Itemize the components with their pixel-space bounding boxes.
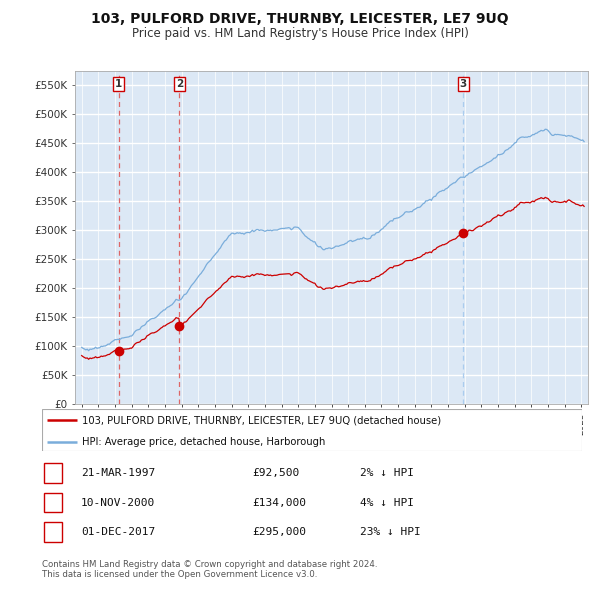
Text: 103, PULFORD DRIVE, THURNBY, LEICESTER, LE7 9UQ: 103, PULFORD DRIVE, THURNBY, LEICESTER, … <box>91 12 509 26</box>
Text: 10-NOV-2000: 10-NOV-2000 <box>81 498 155 507</box>
Text: 23% ↓ HPI: 23% ↓ HPI <box>360 527 421 537</box>
Text: 2: 2 <box>176 79 183 89</box>
Text: 2: 2 <box>50 498 57 507</box>
Text: £134,000: £134,000 <box>252 498 306 507</box>
Text: 3: 3 <box>50 527 57 537</box>
Text: 21-MAR-1997: 21-MAR-1997 <box>81 468 155 478</box>
Text: 01-DEC-2017: 01-DEC-2017 <box>81 527 155 537</box>
Text: HPI: Average price, detached house, Harborough: HPI: Average price, detached house, Harb… <box>83 437 326 447</box>
FancyBboxPatch shape <box>42 409 582 451</box>
Text: 1: 1 <box>115 79 122 89</box>
Text: 2% ↓ HPI: 2% ↓ HPI <box>360 468 414 478</box>
Text: 3: 3 <box>460 79 467 89</box>
Text: 103, PULFORD DRIVE, THURNBY, LEICESTER, LE7 9UQ (detached house): 103, PULFORD DRIVE, THURNBY, LEICESTER, … <box>83 415 442 425</box>
Text: Price paid vs. HM Land Registry's House Price Index (HPI): Price paid vs. HM Land Registry's House … <box>131 27 469 40</box>
Text: 4% ↓ HPI: 4% ↓ HPI <box>360 498 414 507</box>
Text: 1: 1 <box>50 468 57 478</box>
Text: £295,000: £295,000 <box>252 527 306 537</box>
Text: Contains HM Land Registry data © Crown copyright and database right 2024.
This d: Contains HM Land Registry data © Crown c… <box>42 560 377 579</box>
Text: £92,500: £92,500 <box>252 468 299 478</box>
